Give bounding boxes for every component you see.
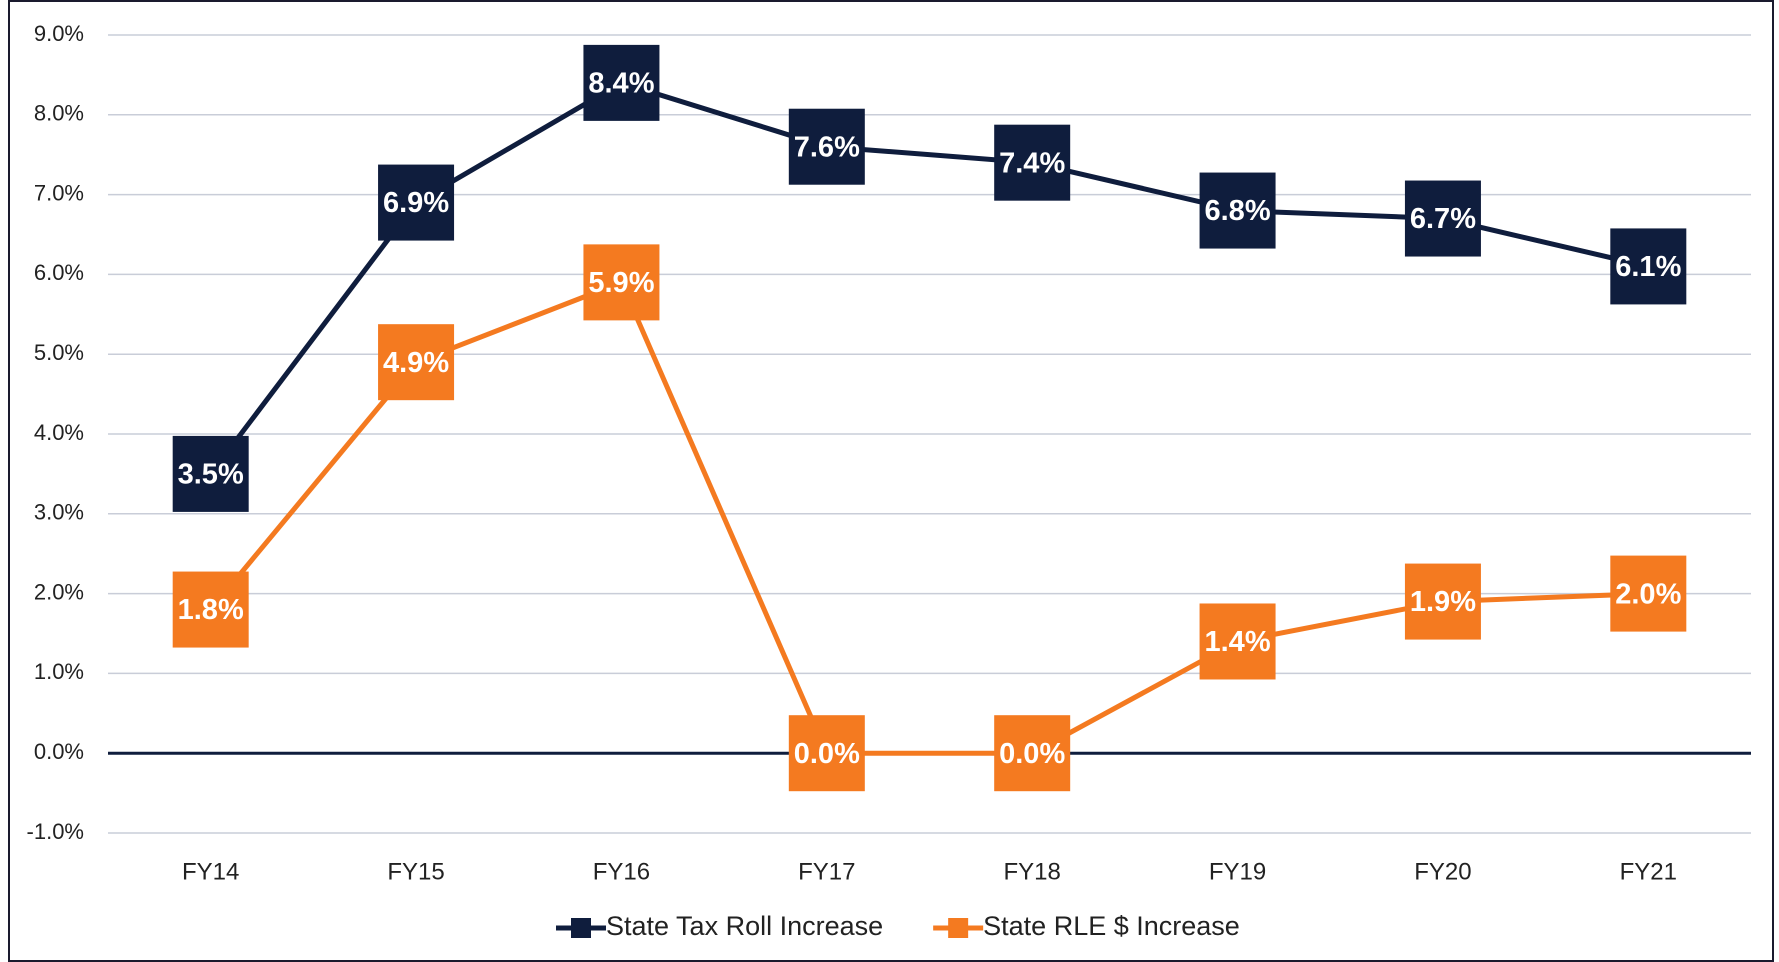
marker: [1610, 228, 1687, 305]
legend-label: State RLE $ Increase: [983, 911, 1240, 941]
marker: [378, 164, 455, 241]
data-label: 0.0%: [999, 738, 1065, 770]
marker: [994, 124, 1071, 201]
marker: [583, 244, 660, 321]
x-tick-label: FY16: [593, 858, 650, 885]
data-label: 7.4%: [999, 147, 1065, 179]
data-label: 7.6%: [794, 131, 860, 163]
data-label: 3.5%: [178, 459, 244, 491]
marker: [1199, 172, 1276, 249]
x-tick-label: FY20: [1414, 858, 1471, 885]
y-tick-label: 8.0%: [34, 101, 84, 126]
y-tick-label: 2.0%: [34, 579, 84, 604]
marker: [788, 108, 865, 185]
legend-label: State Tax Roll Increase: [606, 911, 883, 941]
y-tick-label: 3.0%: [34, 500, 84, 525]
data-label: 1.4%: [1205, 626, 1271, 658]
y-tick-label: 7.0%: [34, 180, 84, 205]
marker: [994, 715, 1071, 792]
marker: [172, 571, 249, 648]
marker: [1404, 180, 1481, 257]
x-tick-label: FY15: [387, 858, 444, 885]
y-tick-label: 0.0%: [34, 739, 84, 764]
data-label: 0.0%: [794, 738, 860, 770]
data-label: 5.9%: [588, 267, 654, 299]
marker: [1404, 563, 1481, 640]
y-tick-label: 4.0%: [34, 420, 84, 445]
y-tick-label: 9.0%: [34, 21, 84, 46]
data-label: 8.4%: [588, 68, 654, 100]
x-tick-label: FY21: [1620, 858, 1677, 885]
marker: [1199, 603, 1276, 680]
legend-marker: [948, 918, 969, 938]
chart-frame: [8, 0, 1774, 962]
x-tick-label: FY18: [1004, 858, 1061, 885]
x-tick-label: FY14: [182, 858, 239, 885]
data-label: 1.8%: [178, 594, 244, 626]
marker: [583, 44, 660, 121]
marker: [788, 715, 865, 792]
data-label: 6.7%: [1410, 203, 1476, 235]
data-label: 2.0%: [1615, 578, 1681, 610]
y-tick-label: 6.0%: [34, 260, 84, 285]
data-label: 6.1%: [1615, 251, 1681, 283]
marker: [1610, 555, 1687, 632]
marker: [378, 324, 455, 401]
data-label: 4.9%: [383, 347, 449, 379]
y-tick-label: 5.0%: [34, 340, 84, 365]
legend-marker: [571, 918, 591, 938]
data-label: 6.9%: [383, 187, 449, 219]
x-tick-label: FY19: [1209, 858, 1266, 885]
y-tick-label: 1.0%: [34, 659, 84, 684]
x-tick-label: FY17: [798, 858, 855, 885]
data-label: 1.9%: [1410, 586, 1476, 618]
data-label: 6.8%: [1205, 195, 1271, 227]
marker: [172, 435, 249, 512]
y-tick-label: -1.0%: [27, 819, 84, 844]
